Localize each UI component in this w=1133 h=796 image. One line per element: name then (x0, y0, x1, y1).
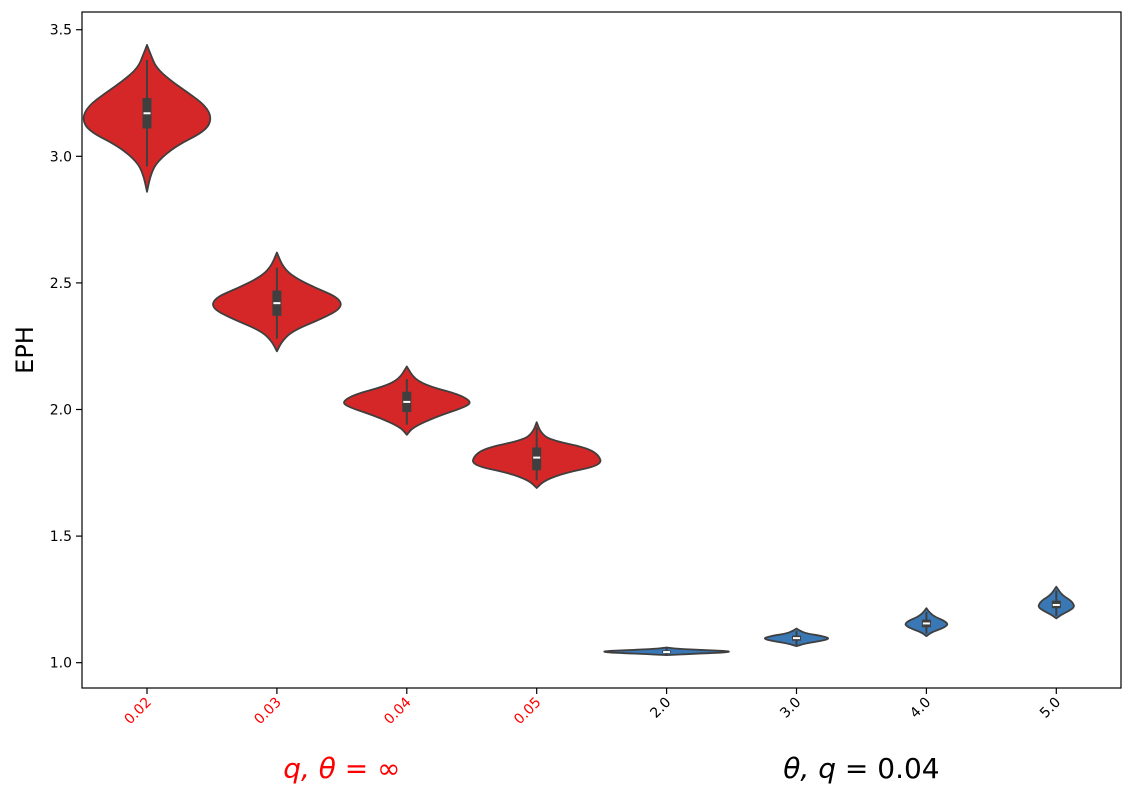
y-tick-label: 2.5 (50, 276, 72, 292)
x-tick-label: 3.0 (777, 695, 804, 722)
y-tick-label: 1.0 (50, 656, 72, 672)
y-tick-label: 2.0 (50, 402, 72, 418)
plot-frame (81, 11, 1122, 689)
x-tick-label: 2.0 (647, 695, 674, 722)
y-tick-label: 1.5 (50, 529, 72, 545)
x-tick-label: 0.05 (511, 695, 544, 728)
group-label-prefix: θ, q = (783, 752, 877, 785)
x-tick-label: 4.0 (907, 695, 934, 722)
group-label: θ, q = 0.04 (783, 752, 939, 785)
x-tick-label: 0.02 (121, 695, 154, 728)
y-tick-label: 3.0 (50, 149, 72, 165)
y-tick-label: 3.5 (50, 23, 72, 39)
x-axis: 0.02 0.03 0.04 0.05 2.0 3.0 4.0 5.0 (121, 688, 1064, 728)
group-label-value: 0.04 (877, 752, 939, 785)
group-label-prefix: q, θ = (283, 752, 377, 785)
x-tick-label: 5.0 (1037, 695, 1064, 722)
violin-iqr-box (532, 447, 542, 471)
x-tick-label: 0.03 (251, 695, 284, 728)
y-axis: 1.0 1.5 2.0 2.5 3.0 3.5 (50, 23, 82, 672)
group-label-value: ∞ (377, 752, 400, 785)
group-labels: q, θ = ∞ θ, q = 0.04 (283, 752, 939, 785)
group-label: q, θ = ∞ (283, 752, 400, 785)
violins-layer (82, 44, 1075, 656)
y-axis-label: EPH (11, 326, 39, 374)
x-tick-label: 0.04 (381, 694, 414, 727)
